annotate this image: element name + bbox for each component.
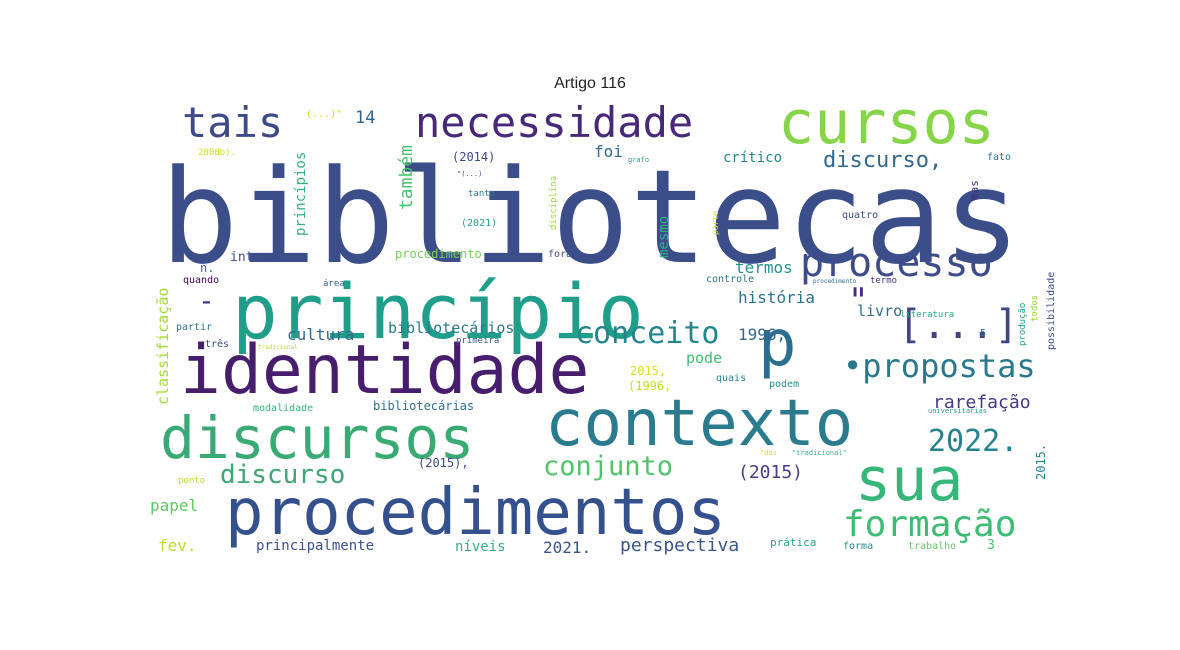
word-tradicional: tradicional <box>258 344 298 351</box>
word-2015: (2015) <box>738 462 803 483</box>
word-formacao: formação <box>843 504 1016 545</box>
word-possibilidade: possibilidade <box>1046 272 1057 350</box>
word-literatura: literatura <box>900 310 954 320</box>
word-niveis: níveis <box>455 539 506 555</box>
word-discurso: discurso <box>220 460 345 490</box>
word-papel: papel <box>150 496 198 515</box>
word-2022: 2022. <box>928 424 1018 459</box>
word-identidade: identidade <box>180 331 589 410</box>
word-2015: (2015), <box>418 456 469 470</box>
word-procedimentos: procedimentos <box>225 476 726 550</box>
word-disciplina: disciplina <box>549 176 559 230</box>
word-2015: 2015. <box>1034 444 1048 480</box>
word-area: área <box>323 279 345 289</box>
word-sua: sua <box>855 445 963 515</box>
word-symbol: "(...) <box>457 170 482 178</box>
word-mas: mas <box>968 180 981 200</box>
word-symbol: " <box>848 281 868 321</box>
word-historia: história <box>738 288 815 307</box>
word-fato: fato <box>987 152 1011 163</box>
word-trabalho: trabalho <box>908 541 956 552</box>
word-principios: princípios <box>293 152 309 236</box>
word-dos: "dos <box>760 449 777 457</box>
word-cursos: cursos <box>778 88 995 158</box>
word-bibliotecas: bibliotecas <box>160 141 1021 293</box>
word-symbol: (...)" <box>306 109 342 120</box>
word-5: 5 <box>980 328 986 339</box>
word-contexto: contexto <box>545 387 853 461</box>
word-rarefacao: rarefação <box>933 392 1031 413</box>
word-quatro: quatro <box>842 210 878 221</box>
word-bibliotecarias: bibliotecárias <box>373 399 474 413</box>
word-propostas: •propostas <box>843 347 1036 385</box>
word-procedimento: procedimento <box>813 278 857 285</box>
word-14: 14 <box>355 108 375 128</box>
word-ponto: ponto <box>178 476 205 486</box>
word-foi: foi <box>594 142 623 161</box>
word-quando: quando <box>183 275 219 286</box>
word-fev: fev. <box>158 536 197 555</box>
word-tradicional: "tradicional" <box>792 449 847 457</box>
word-bibliotecarios: bibliotecários <box>388 319 514 337</box>
word-1996: (1996, <box>628 379 671 393</box>
word-todos: todos <box>1030 295 1040 322</box>
word-producao: produção <box>1018 303 1028 346</box>
word-tanto: tanto <box>468 189 495 199</box>
word-2008b: 2008b). <box>198 148 236 158</box>
word-classificacao: classificação <box>154 288 172 405</box>
word-n: n. <box>200 261 214 275</box>
word-symbol: - <box>198 284 215 317</box>
word-controle: controle <box>706 274 754 285</box>
word-mesmo: mesmo <box>656 216 672 258</box>
word-necessidade: necessidade <box>415 98 693 147</box>
word-internos: internos <box>230 250 293 265</box>
word-p: p <box>758 307 797 381</box>
word-principalmente: principalmente <box>256 538 374 554</box>
word-termo: termo <box>870 276 897 286</box>
word-1996: 1996, <box>738 325 786 344</box>
word-partir: partir <box>176 322 212 333</box>
word-2015: 2015, <box>630 364 666 378</box>
word-critico: crítico <box>723 150 782 166</box>
word-forma: forma <box>843 541 873 552</box>
word-procedimento: procedimento <box>395 247 482 261</box>
word-principio: princípio <box>232 267 644 356</box>
word-tres: três <box>205 338 229 350</box>
word-symbol: [...] <box>898 302 1018 348</box>
word-modalidade: modalidade <box>253 403 313 414</box>
word-pode: pode <box>686 349 722 367</box>
word-parte: parte <box>711 211 720 235</box>
word-discurso: discurso, <box>823 148 942 173</box>
word-tais: tais <box>182 98 283 147</box>
word-primeira: primeira <box>456 336 499 346</box>
word-termos: termos <box>735 258 793 277</box>
word-universitarias: universitárias <box>928 407 987 415</box>
word-discursos: discursos <box>160 404 474 472</box>
word-processo: processo <box>800 240 993 286</box>
word-grafo: grafo <box>628 156 649 164</box>
word-pratica: prática <box>770 536 816 549</box>
word-cultura: cultura <box>287 325 354 344</box>
word-tambem: também <box>396 145 417 210</box>
word-quais: quais <box>716 373 746 384</box>
word-foram: foram <box>548 249 578 260</box>
word-2014: (2014) <box>452 150 495 164</box>
word-2021: 2021. <box>543 538 591 557</box>
word-conjunto: conjunto <box>543 451 673 482</box>
plot-title: Artigo 116 <box>554 75 626 92</box>
word-perspectiva: perspectiva <box>620 535 739 556</box>
word-podem: podem <box>769 379 799 390</box>
word-3: 3 <box>987 538 995 553</box>
word-livro: livro <box>857 302 902 320</box>
word-2021: (2021) <box>461 218 497 229</box>
word-conceito: conceito <box>575 316 720 351</box>
